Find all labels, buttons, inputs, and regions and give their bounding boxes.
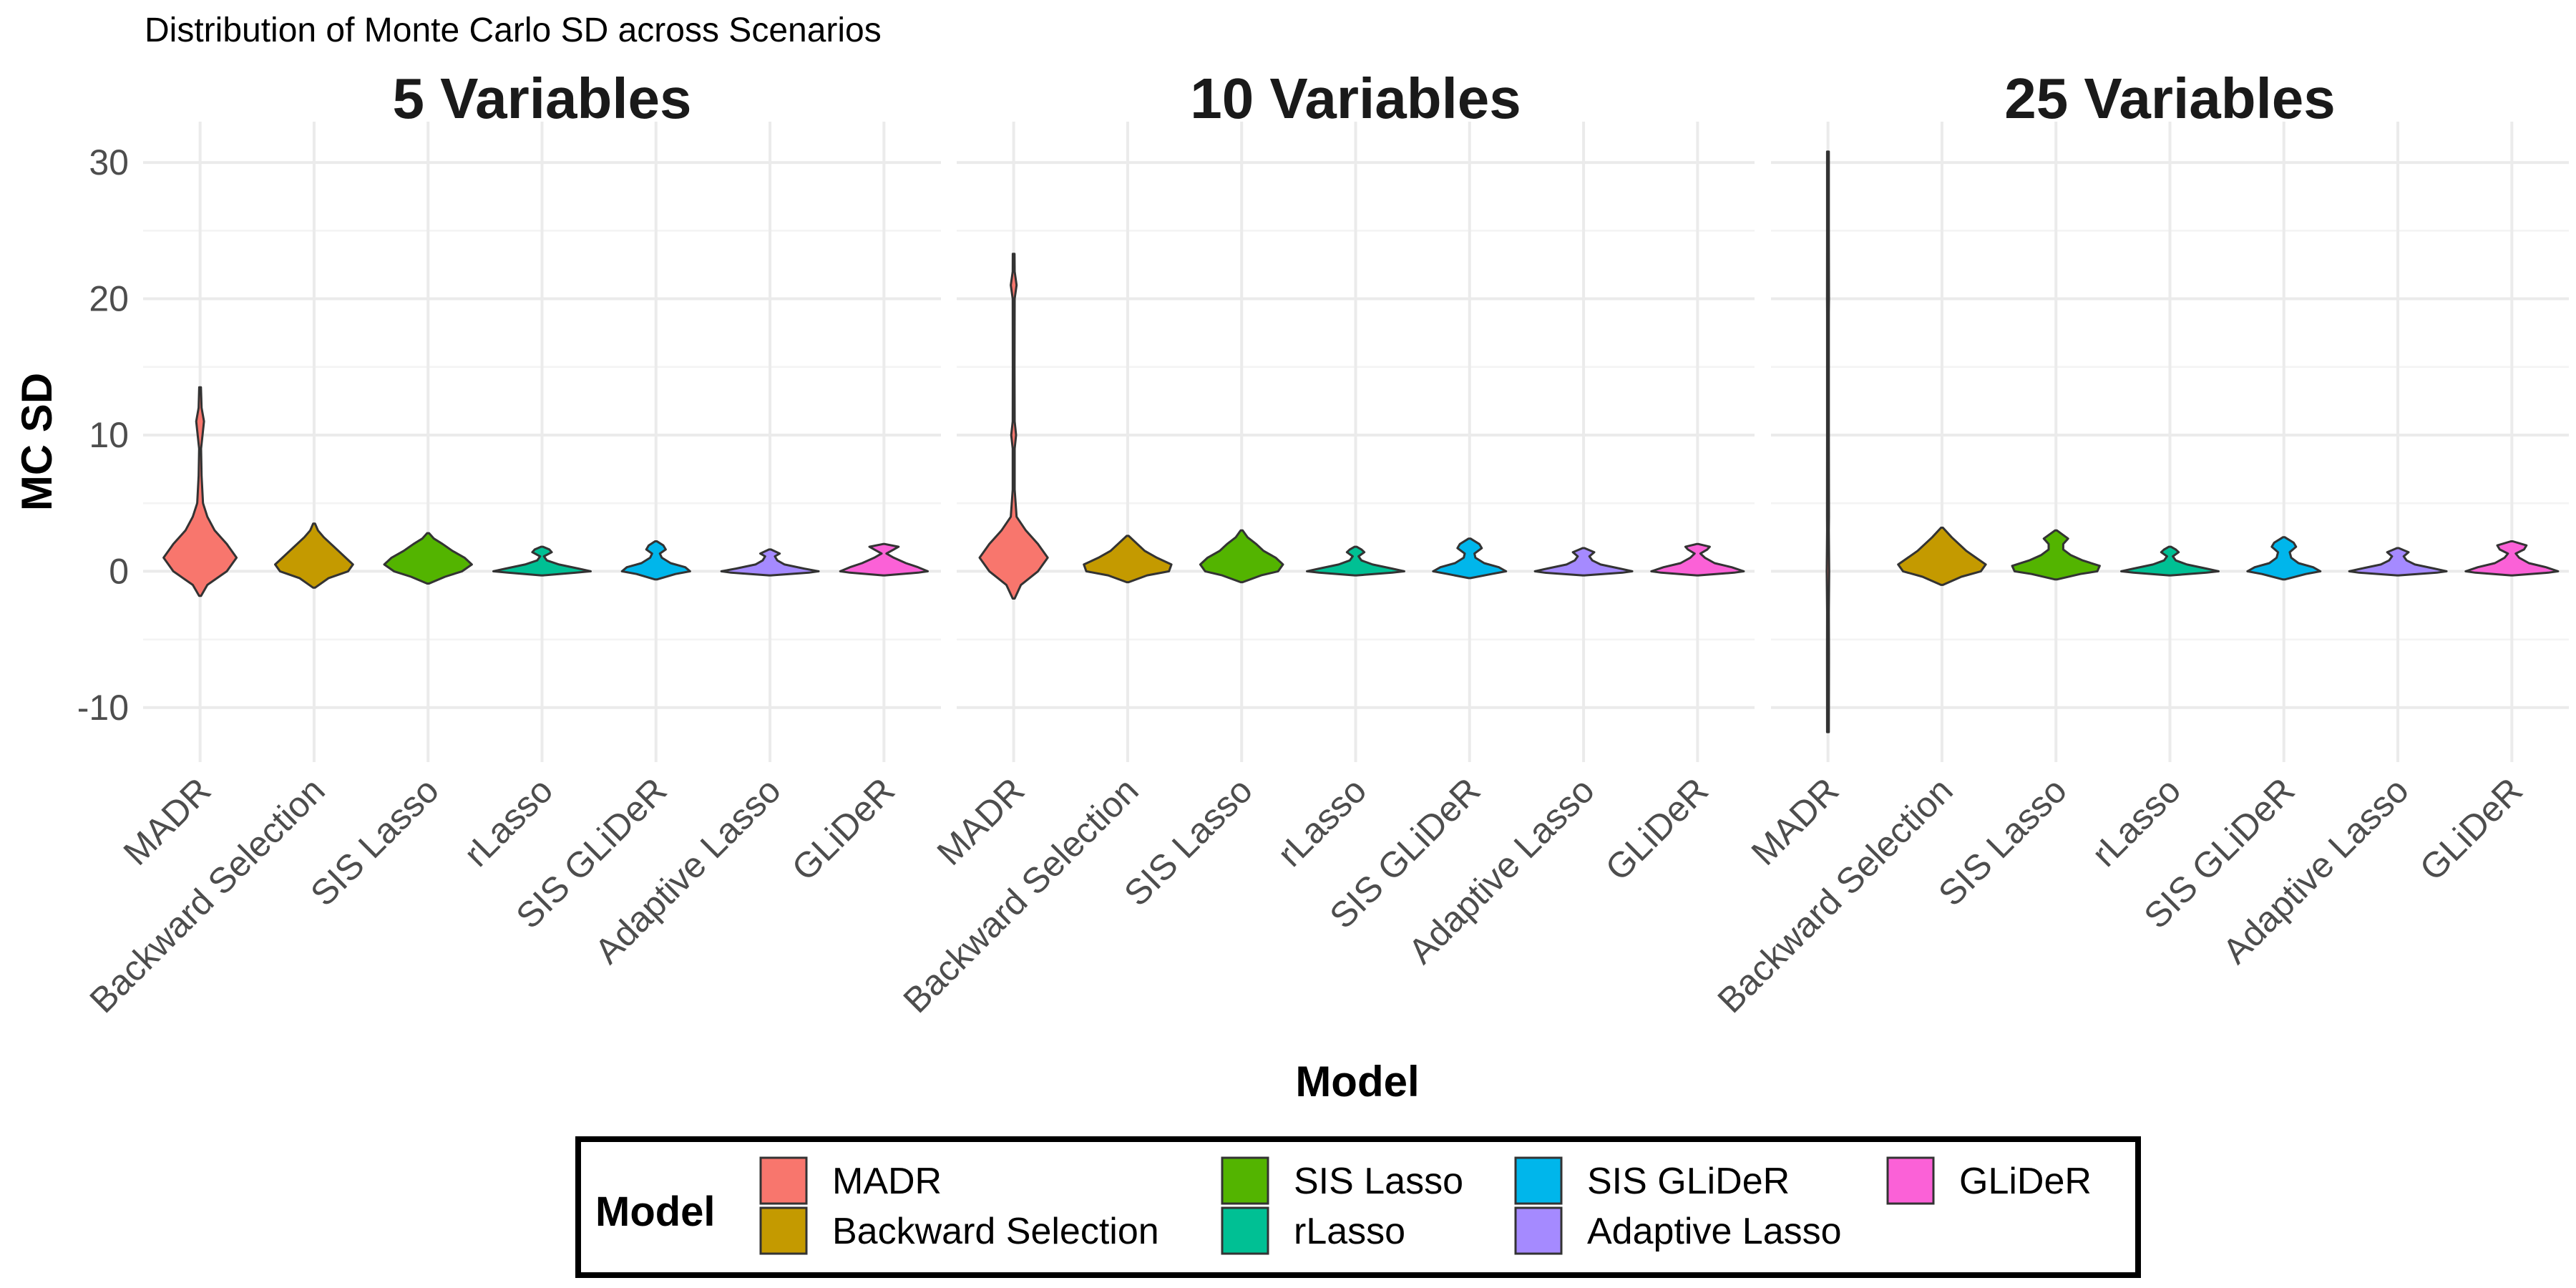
- violin-rlasso-panel-3: [2120, 545, 2220, 577]
- violin-glider-panel-3: [2464, 540, 2560, 577]
- y-tick-label: 10: [89, 415, 129, 455]
- violin-glider-panel-1: [839, 542, 930, 577]
- violin-sis-glider-panel-2: [1432, 537, 1508, 580]
- x-tick-label-glider: GLiDeR: [784, 770, 902, 888]
- x-axis-title: Model: [1295, 1058, 1419, 1106]
- violin-rlasso-panel-2: [1306, 545, 1405, 577]
- x-tick-label-madr: MADR: [116, 770, 219, 873]
- violin-madr-panel-2: [978, 253, 1049, 600]
- x-tick-label-madr: MADR: [1744, 770, 1847, 873]
- violin-madr-panel-3: [1825, 150, 1830, 733]
- panel-2-title: 10 Variables: [1190, 67, 1521, 130]
- plot-title: Distribution of Monte Carlo SD across Sc…: [145, 11, 882, 49]
- x-tick-label-glider: GLiDeR: [1598, 770, 1716, 888]
- x-tick-label-rlasso: rLasso: [2084, 770, 2189, 874]
- panel-3-title: 25 Variables: [2004, 67, 2336, 130]
- y-tick-label: -10: [77, 688, 129, 728]
- violin-backward-selection-panel-3: [1897, 527, 1987, 586]
- legend-label-sis-lasso: SIS Lasso: [1294, 1161, 1463, 1202]
- x-tick-label-glider: GLiDeR: [2412, 770, 2530, 888]
- violin-adaptive-lasso-panel-2: [1533, 547, 1634, 577]
- legend-label-sis-glider: SIS GLiDeR: [1587, 1161, 1790, 1202]
- legend-label-glider: GLiDeR: [1959, 1161, 2092, 1202]
- legend-box: [575, 1136, 2141, 1278]
- y-axis-title: MC SD: [13, 373, 61, 511]
- legend-key-backward-selection: [759, 1206, 808, 1255]
- legend-label-rlasso: rLasso: [1294, 1211, 1405, 1252]
- violin-backward-selection-panel-1: [274, 522, 354, 589]
- violin-rlasso-panel-1: [492, 545, 592, 577]
- violin-sis-lasso-panel-3: [2011, 529, 2101, 581]
- y-tick-label: 20: [89, 279, 129, 319]
- violin-adaptive-lasso-panel-1: [720, 548, 820, 577]
- violin-sis-lasso-panel-1: [383, 532, 473, 585]
- legend-key-glider: [1886, 1156, 1935, 1205]
- legend-key-rlasso: [1221, 1206, 1269, 1255]
- legend-label-madr: MADR: [832, 1161, 942, 1202]
- legend-key-adaptive-lasso: [1514, 1206, 1563, 1255]
- violin-adaptive-lasso-panel-3: [2348, 547, 2448, 577]
- violin-sis-glider-panel-1: [620, 540, 691, 581]
- legend-key-sis-lasso: [1221, 1156, 1269, 1205]
- x-tick-label-rlasso: rLasso: [1270, 770, 1375, 874]
- y-tick-label: 30: [89, 142, 129, 182]
- violin-backward-selection-panel-2: [1083, 535, 1173, 584]
- legend-key-sis-glider: [1514, 1156, 1563, 1205]
- violin-sis-glider-panel-3: [2246, 536, 2322, 581]
- legend: Model MADR Backward Selection SIS Lasso rLas…: [575, 1136, 2141, 1278]
- x-tick-label-madr: MADR: [930, 770, 1033, 873]
- panel-1-title: 5 Variables: [392, 67, 691, 130]
- violin-madr-panel-1: [162, 386, 238, 597]
- legend-label-adaptive-lasso: Adaptive Lasso: [1587, 1211, 1842, 1252]
- y-tick-label: 0: [109, 551, 129, 591]
- legend-title: Model: [595, 1189, 716, 1235]
- violin-glider-panel-2: [1650, 542, 1745, 577]
- legend-label-backward-selection: Backward Selection: [832, 1211, 1159, 1252]
- violin-sis-lasso-panel-2: [1199, 529, 1284, 584]
- legend-key-madr: [759, 1156, 808, 1205]
- x-tick-label-rlasso: rLasso: [457, 770, 561, 874]
